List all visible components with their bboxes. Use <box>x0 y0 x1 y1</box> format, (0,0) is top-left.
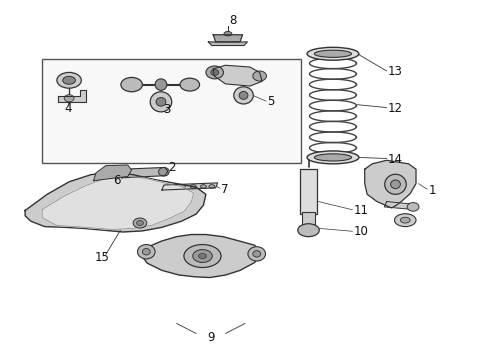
Ellipse shape <box>143 248 150 255</box>
Ellipse shape <box>170 185 175 188</box>
Polygon shape <box>42 176 194 229</box>
Text: 7: 7 <box>220 183 228 196</box>
Polygon shape <box>365 160 416 208</box>
Text: 5: 5 <box>267 95 274 108</box>
Ellipse shape <box>253 251 261 257</box>
Text: 8: 8 <box>229 14 237 27</box>
Text: 3: 3 <box>163 103 171 116</box>
Text: 11: 11 <box>353 204 368 217</box>
Ellipse shape <box>307 47 359 60</box>
Ellipse shape <box>315 50 351 57</box>
Ellipse shape <box>137 221 144 226</box>
Polygon shape <box>94 165 132 181</box>
Polygon shape <box>58 90 86 102</box>
Ellipse shape <box>193 249 212 262</box>
Ellipse shape <box>159 167 169 176</box>
Ellipse shape <box>200 185 206 188</box>
Ellipse shape <box>119 169 129 178</box>
Ellipse shape <box>391 180 400 189</box>
Bar <box>42 59 301 163</box>
Ellipse shape <box>224 32 232 36</box>
Polygon shape <box>142 234 260 278</box>
Ellipse shape <box>155 79 167 90</box>
Polygon shape <box>25 172 206 232</box>
Polygon shape <box>384 202 415 210</box>
Ellipse shape <box>180 78 199 91</box>
Text: 15: 15 <box>95 251 109 264</box>
Polygon shape <box>213 65 262 86</box>
Bar <box>302 212 316 230</box>
Ellipse shape <box>206 66 223 79</box>
Polygon shape <box>213 35 243 42</box>
Ellipse shape <box>138 244 155 259</box>
Ellipse shape <box>63 76 75 84</box>
Ellipse shape <box>394 214 416 226</box>
Text: 6: 6 <box>113 174 121 187</box>
Text: 1: 1 <box>428 184 436 197</box>
Ellipse shape <box>133 218 147 228</box>
Text: 12: 12 <box>388 102 403 115</box>
Ellipse shape <box>184 244 221 267</box>
Ellipse shape <box>407 203 419 211</box>
Ellipse shape <box>234 87 253 104</box>
Polygon shape <box>208 42 247 45</box>
Polygon shape <box>119 167 168 178</box>
Ellipse shape <box>315 154 351 161</box>
Ellipse shape <box>156 98 166 106</box>
Ellipse shape <box>121 77 143 92</box>
Ellipse shape <box>248 247 266 261</box>
Ellipse shape <box>179 185 185 188</box>
Text: 9: 9 <box>207 330 215 343</box>
Text: 14: 14 <box>388 153 403 166</box>
Polygon shape <box>162 183 218 190</box>
Ellipse shape <box>307 151 359 164</box>
Ellipse shape <box>64 95 74 102</box>
Ellipse shape <box>211 69 219 75</box>
Ellipse shape <box>209 185 215 188</box>
Text: 4: 4 <box>64 102 72 115</box>
Text: 2: 2 <box>168 161 175 174</box>
Ellipse shape <box>150 92 172 112</box>
Ellipse shape <box>57 72 81 88</box>
Ellipse shape <box>239 91 248 99</box>
Ellipse shape <box>400 217 410 223</box>
Ellipse shape <box>253 71 267 81</box>
Ellipse shape <box>385 174 406 194</box>
Ellipse shape <box>298 224 319 237</box>
Text: 13: 13 <box>388 65 403 78</box>
Ellipse shape <box>190 185 196 188</box>
Bar <box>300 169 318 214</box>
Text: 10: 10 <box>353 225 368 238</box>
Ellipse shape <box>198 253 206 258</box>
